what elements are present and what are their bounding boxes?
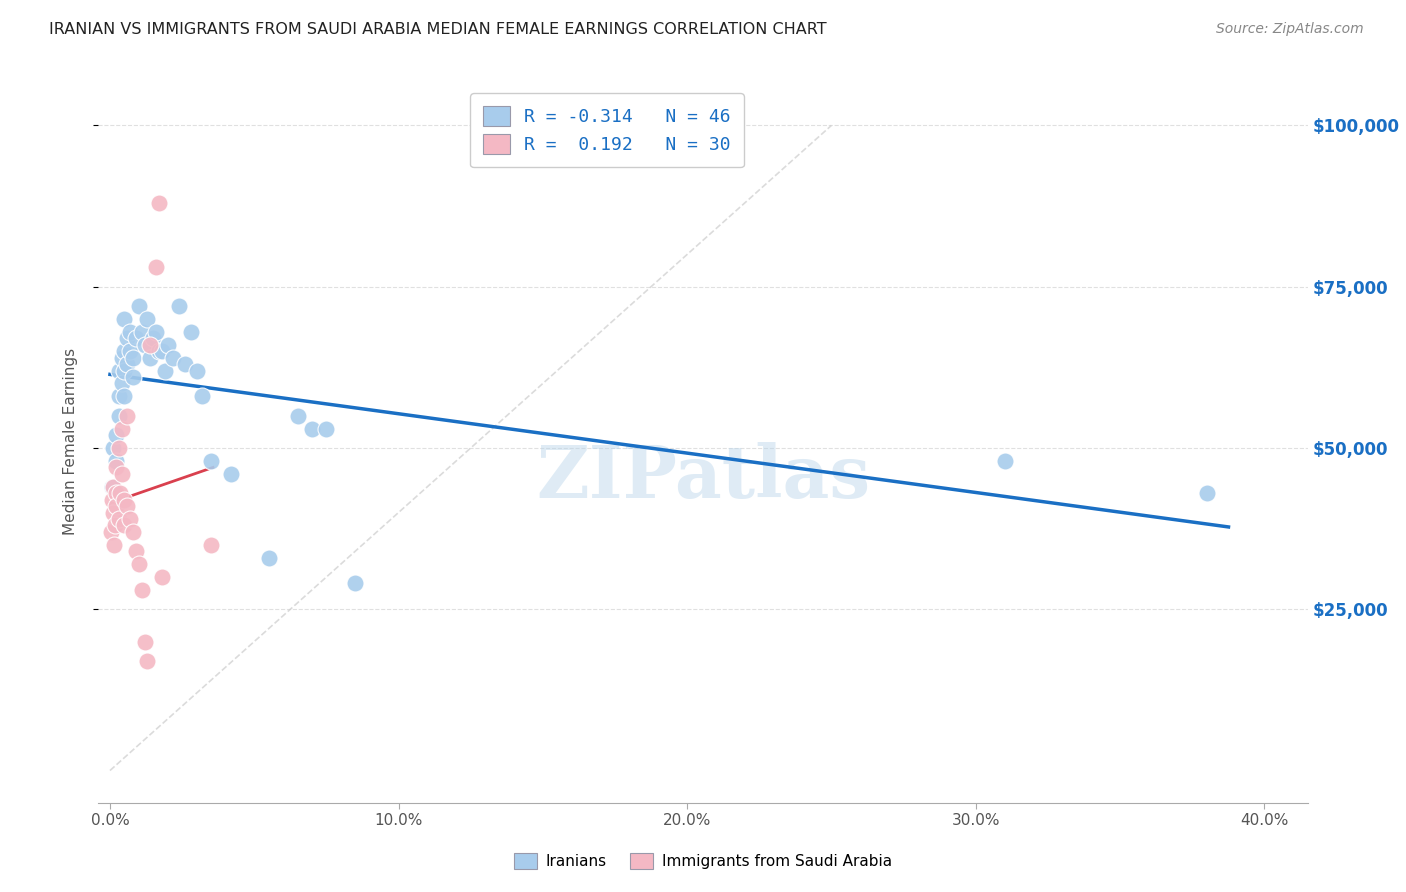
Point [104, 499, 127, 513]
Point [139, 351, 162, 365]
Point [103, 441, 125, 455]
Point [128, 299, 150, 313]
Legend: R = -0.314   N = 46, R =  0.192   N = 30: R = -0.314 N = 46, R = 0.192 N = 30 [470, 93, 744, 167]
Point [125, 331, 148, 345]
Point [108, 486, 131, 500]
Text: ZIPatlas: ZIPatlas [536, 442, 870, 513]
Point [174, 357, 197, 371]
Point [131, 325, 153, 339]
Point [167, 299, 190, 313]
Point [148, 344, 170, 359]
Point [112, 363, 135, 377]
Point [186, 363, 208, 377]
Point [142, 331, 165, 345]
Point [112, 389, 135, 403]
Point [134, 634, 156, 648]
Point [145, 260, 167, 275]
Point [107, 389, 129, 403]
Point [131, 582, 153, 597]
Y-axis label: Median Female Earnings: Median Female Earnings [63, 348, 77, 535]
Point [104, 454, 127, 468]
Point [112, 492, 135, 507]
Point [117, 499, 139, 513]
Point [122, 370, 145, 384]
Point [257, 550, 280, 565]
Point [180, 325, 202, 339]
Point [104, 518, 127, 533]
Point [101, 506, 124, 520]
Point [110, 376, 132, 391]
Point [301, 422, 323, 436]
Point [104, 428, 127, 442]
Text: Source: ZipAtlas.com: Source: ZipAtlas.com [1216, 22, 1364, 37]
Point [200, 454, 222, 468]
Point [136, 654, 159, 668]
Point [112, 312, 135, 326]
Point [1195, 486, 1218, 500]
Point [191, 389, 214, 403]
Point [156, 338, 179, 352]
Point [110, 351, 132, 365]
Point [110, 422, 132, 436]
Point [104, 486, 127, 500]
Point [145, 325, 167, 339]
Point [128, 557, 150, 571]
Point [107, 512, 129, 526]
Point [117, 331, 139, 345]
Point [112, 518, 135, 533]
Point [100, 524, 122, 539]
Text: IRANIAN VS IMMIGRANTS FROM SAUDI ARABIA MEDIAN FEMALE EARNINGS CORRELATION CHART: IRANIAN VS IMMIGRANTS FROM SAUDI ARABIA … [49, 22, 827, 37]
Point [110, 467, 132, 481]
Point [120, 512, 142, 526]
Point [103, 538, 125, 552]
Point [120, 325, 142, 339]
Point [136, 312, 159, 326]
Point [103, 480, 125, 494]
Point [344, 576, 367, 591]
Point [104, 460, 127, 475]
Point [112, 344, 135, 359]
Point [117, 409, 139, 423]
Point [107, 409, 129, 423]
Point [120, 344, 142, 359]
Point [134, 338, 156, 352]
Point [153, 363, 176, 377]
Point [219, 467, 242, 481]
Point [993, 454, 1015, 468]
Point [101, 480, 124, 494]
Point [117, 357, 139, 371]
Point [150, 344, 173, 359]
Legend: Iranians, Immigrants from Saudi Arabia: Iranians, Immigrants from Saudi Arabia [508, 847, 898, 875]
Point [150, 570, 173, 584]
Point [200, 538, 222, 552]
Point [107, 363, 129, 377]
Point [122, 351, 145, 365]
Point [287, 409, 309, 423]
Point [315, 422, 337, 436]
Point [148, 195, 170, 210]
Point [125, 544, 148, 558]
Point [101, 492, 124, 507]
Point [139, 338, 162, 352]
Point [162, 351, 184, 365]
Point [122, 524, 145, 539]
Point [107, 441, 129, 455]
